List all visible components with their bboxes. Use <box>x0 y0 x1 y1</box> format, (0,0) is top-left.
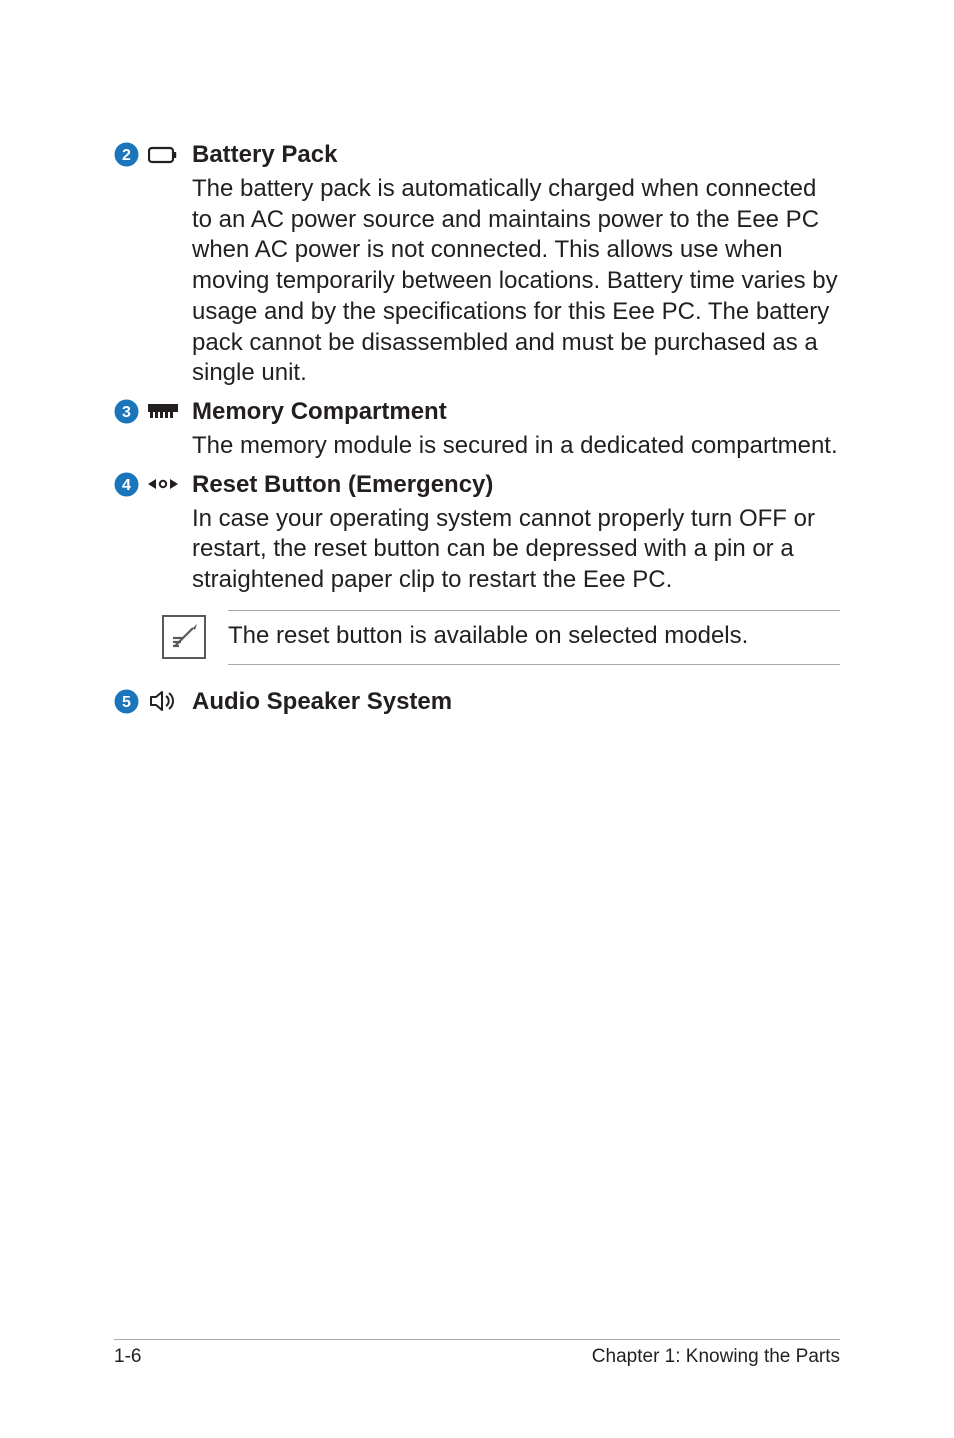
section-marker: 3 <box>114 397 178 424</box>
page-footer: 1-6 Chapter 1: Knowing the Parts <box>114 1339 840 1368</box>
section-body: In case your operating system cannot pro… <box>192 504 840 596</box>
section-audio: 5 Audio Speaker System <box>114 687 840 721</box>
section-heading: Memory Compartment <box>192 397 840 427</box>
section-content: Battery Pack The battery pack is automat… <box>178 140 840 389</box>
section-heading: Battery Pack <box>192 140 840 170</box>
section-memory: 3 Memory Compartment The memory module i… <box>114 397 840 462</box>
speaker-icon <box>148 689 178 713</box>
section-content: Memory Compartment The memory module is … <box>178 397 840 462</box>
section-marker: 2 <box>114 140 178 167</box>
svg-text:5: 5 <box>122 694 131 711</box>
svg-text:2: 2 <box>122 147 131 164</box>
footer-page-number: 1-6 <box>114 1346 141 1368</box>
number-circle-5: 5 <box>114 689 139 714</box>
section-reset: 4 Reset Button (Emergency) In case your … <box>114 470 840 596</box>
number-circle-4: 4 <box>114 472 139 497</box>
svg-text:4: 4 <box>122 477 131 494</box>
section-marker: 4 <box>114 470 178 497</box>
note-callout: The reset button is available on selecte… <box>114 610 840 665</box>
note-text: The reset button is available on selecte… <box>228 610 840 665</box>
battery-icon <box>148 146 178 164</box>
reset-icon <box>148 477 178 491</box>
section-heading: Reset Button (Emergency) <box>192 470 840 500</box>
section-content: Audio Speaker System <box>178 687 840 721</box>
section-body: The battery pack is automatically charge… <box>192 174 840 389</box>
section-marker: 5 <box>114 687 178 714</box>
section-heading: Audio Speaker System <box>192 687 840 717</box>
note-icon <box>162 615 206 659</box>
section-battery: 2 Battery Pack The battery pack is autom… <box>114 140 840 389</box>
number-circle-2: 2 <box>114 142 139 167</box>
svg-text:3: 3 <box>122 404 131 421</box>
footer-chapter: Chapter 1: Knowing the Parts <box>592 1346 840 1368</box>
memory-icon <box>148 404 178 420</box>
number-circle-3: 3 <box>114 399 139 424</box>
page: 2 Battery Pack The battery pack is autom… <box>0 0 954 1438</box>
section-content: Reset Button (Emergency) In case your op… <box>178 470 840 596</box>
section-body: The memory module is secured in a dedica… <box>192 431 840 462</box>
